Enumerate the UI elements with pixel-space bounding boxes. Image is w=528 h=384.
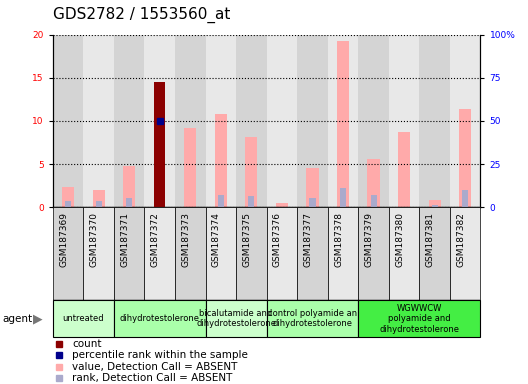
Text: dihydrotestolerone: dihydrotestolerone xyxy=(120,314,200,323)
Text: GDS2782 / 1553560_at: GDS2782 / 1553560_at xyxy=(53,7,230,23)
Bar xyxy=(215,114,227,207)
Text: GSM187374: GSM187374 xyxy=(212,212,221,267)
Bar xyxy=(267,300,359,337)
Bar xyxy=(65,201,71,207)
Text: GSM187378: GSM187378 xyxy=(334,212,343,267)
Bar xyxy=(205,207,236,300)
Bar xyxy=(359,35,389,207)
Bar xyxy=(62,187,74,207)
Bar xyxy=(205,300,267,337)
Bar xyxy=(96,201,102,207)
Bar xyxy=(359,207,389,300)
Bar xyxy=(157,190,163,207)
Text: GSM187371: GSM187371 xyxy=(120,212,129,267)
Bar xyxy=(267,207,297,300)
Bar xyxy=(450,35,480,207)
Text: rank, Detection Call = ABSENT: rank, Detection Call = ABSENT xyxy=(72,373,232,383)
Text: untreated: untreated xyxy=(62,314,104,323)
Bar xyxy=(276,203,288,207)
Bar xyxy=(145,35,175,207)
Bar xyxy=(459,109,472,207)
Text: GSM187375: GSM187375 xyxy=(242,212,251,267)
Bar xyxy=(419,207,450,300)
Bar xyxy=(126,198,132,207)
Bar xyxy=(267,35,297,207)
Text: count: count xyxy=(72,339,101,349)
Bar xyxy=(53,300,114,337)
Bar xyxy=(429,200,441,207)
Bar xyxy=(245,137,258,207)
Bar xyxy=(431,205,438,207)
Bar xyxy=(114,207,145,300)
Text: value, Detection Call = ABSENT: value, Detection Call = ABSENT xyxy=(72,362,238,372)
Bar xyxy=(92,190,105,207)
Text: GSM187377: GSM187377 xyxy=(304,212,313,267)
Bar xyxy=(114,35,145,207)
Bar xyxy=(309,198,316,207)
Text: GSM187376: GSM187376 xyxy=(273,212,282,267)
Text: agent: agent xyxy=(3,314,33,324)
Text: bicalutamide and
dihydrotestolerone: bicalutamide and dihydrotestolerone xyxy=(196,309,276,328)
Bar xyxy=(328,207,359,300)
Bar xyxy=(419,35,450,207)
Bar xyxy=(297,207,328,300)
Text: GSM187379: GSM187379 xyxy=(364,212,374,267)
Text: GSM187370: GSM187370 xyxy=(90,212,99,267)
Bar xyxy=(306,169,318,207)
Bar xyxy=(389,35,419,207)
Text: ▶: ▶ xyxy=(33,312,42,325)
Text: GSM187372: GSM187372 xyxy=(150,212,160,267)
Bar xyxy=(340,188,346,207)
Text: GSM187382: GSM187382 xyxy=(456,212,465,267)
Bar xyxy=(297,35,328,207)
Bar xyxy=(114,300,205,337)
Bar xyxy=(53,207,83,300)
Bar xyxy=(371,195,376,207)
Bar xyxy=(184,128,196,207)
Bar xyxy=(236,35,267,207)
Text: GSM187373: GSM187373 xyxy=(181,212,190,267)
Bar xyxy=(328,35,359,207)
Bar xyxy=(53,35,83,207)
Bar xyxy=(359,300,480,337)
Bar xyxy=(337,41,349,207)
Bar xyxy=(123,166,135,207)
Text: GSM187380: GSM187380 xyxy=(395,212,404,267)
Text: WGWWCW
polyamide and
dihydrotestolerone: WGWWCW polyamide and dihydrotestolerone xyxy=(380,304,459,334)
Bar xyxy=(398,132,410,207)
Bar xyxy=(389,207,419,300)
Bar xyxy=(205,35,236,207)
Bar xyxy=(236,207,267,300)
Bar xyxy=(175,35,205,207)
Bar xyxy=(83,207,114,300)
Bar xyxy=(367,159,380,207)
Bar xyxy=(218,195,224,207)
Bar xyxy=(154,82,165,207)
Bar xyxy=(450,207,480,300)
Text: GSM187381: GSM187381 xyxy=(426,212,435,267)
Bar xyxy=(462,190,468,207)
Bar xyxy=(175,207,205,300)
Text: percentile rank within the sample: percentile rank within the sample xyxy=(72,350,248,360)
Bar xyxy=(145,207,175,300)
Bar xyxy=(83,35,114,207)
Text: GSM187369: GSM187369 xyxy=(59,212,68,267)
Text: control polyamide an
dihydrotestolerone: control polyamide an dihydrotestolerone xyxy=(268,309,357,328)
Bar xyxy=(248,196,254,207)
